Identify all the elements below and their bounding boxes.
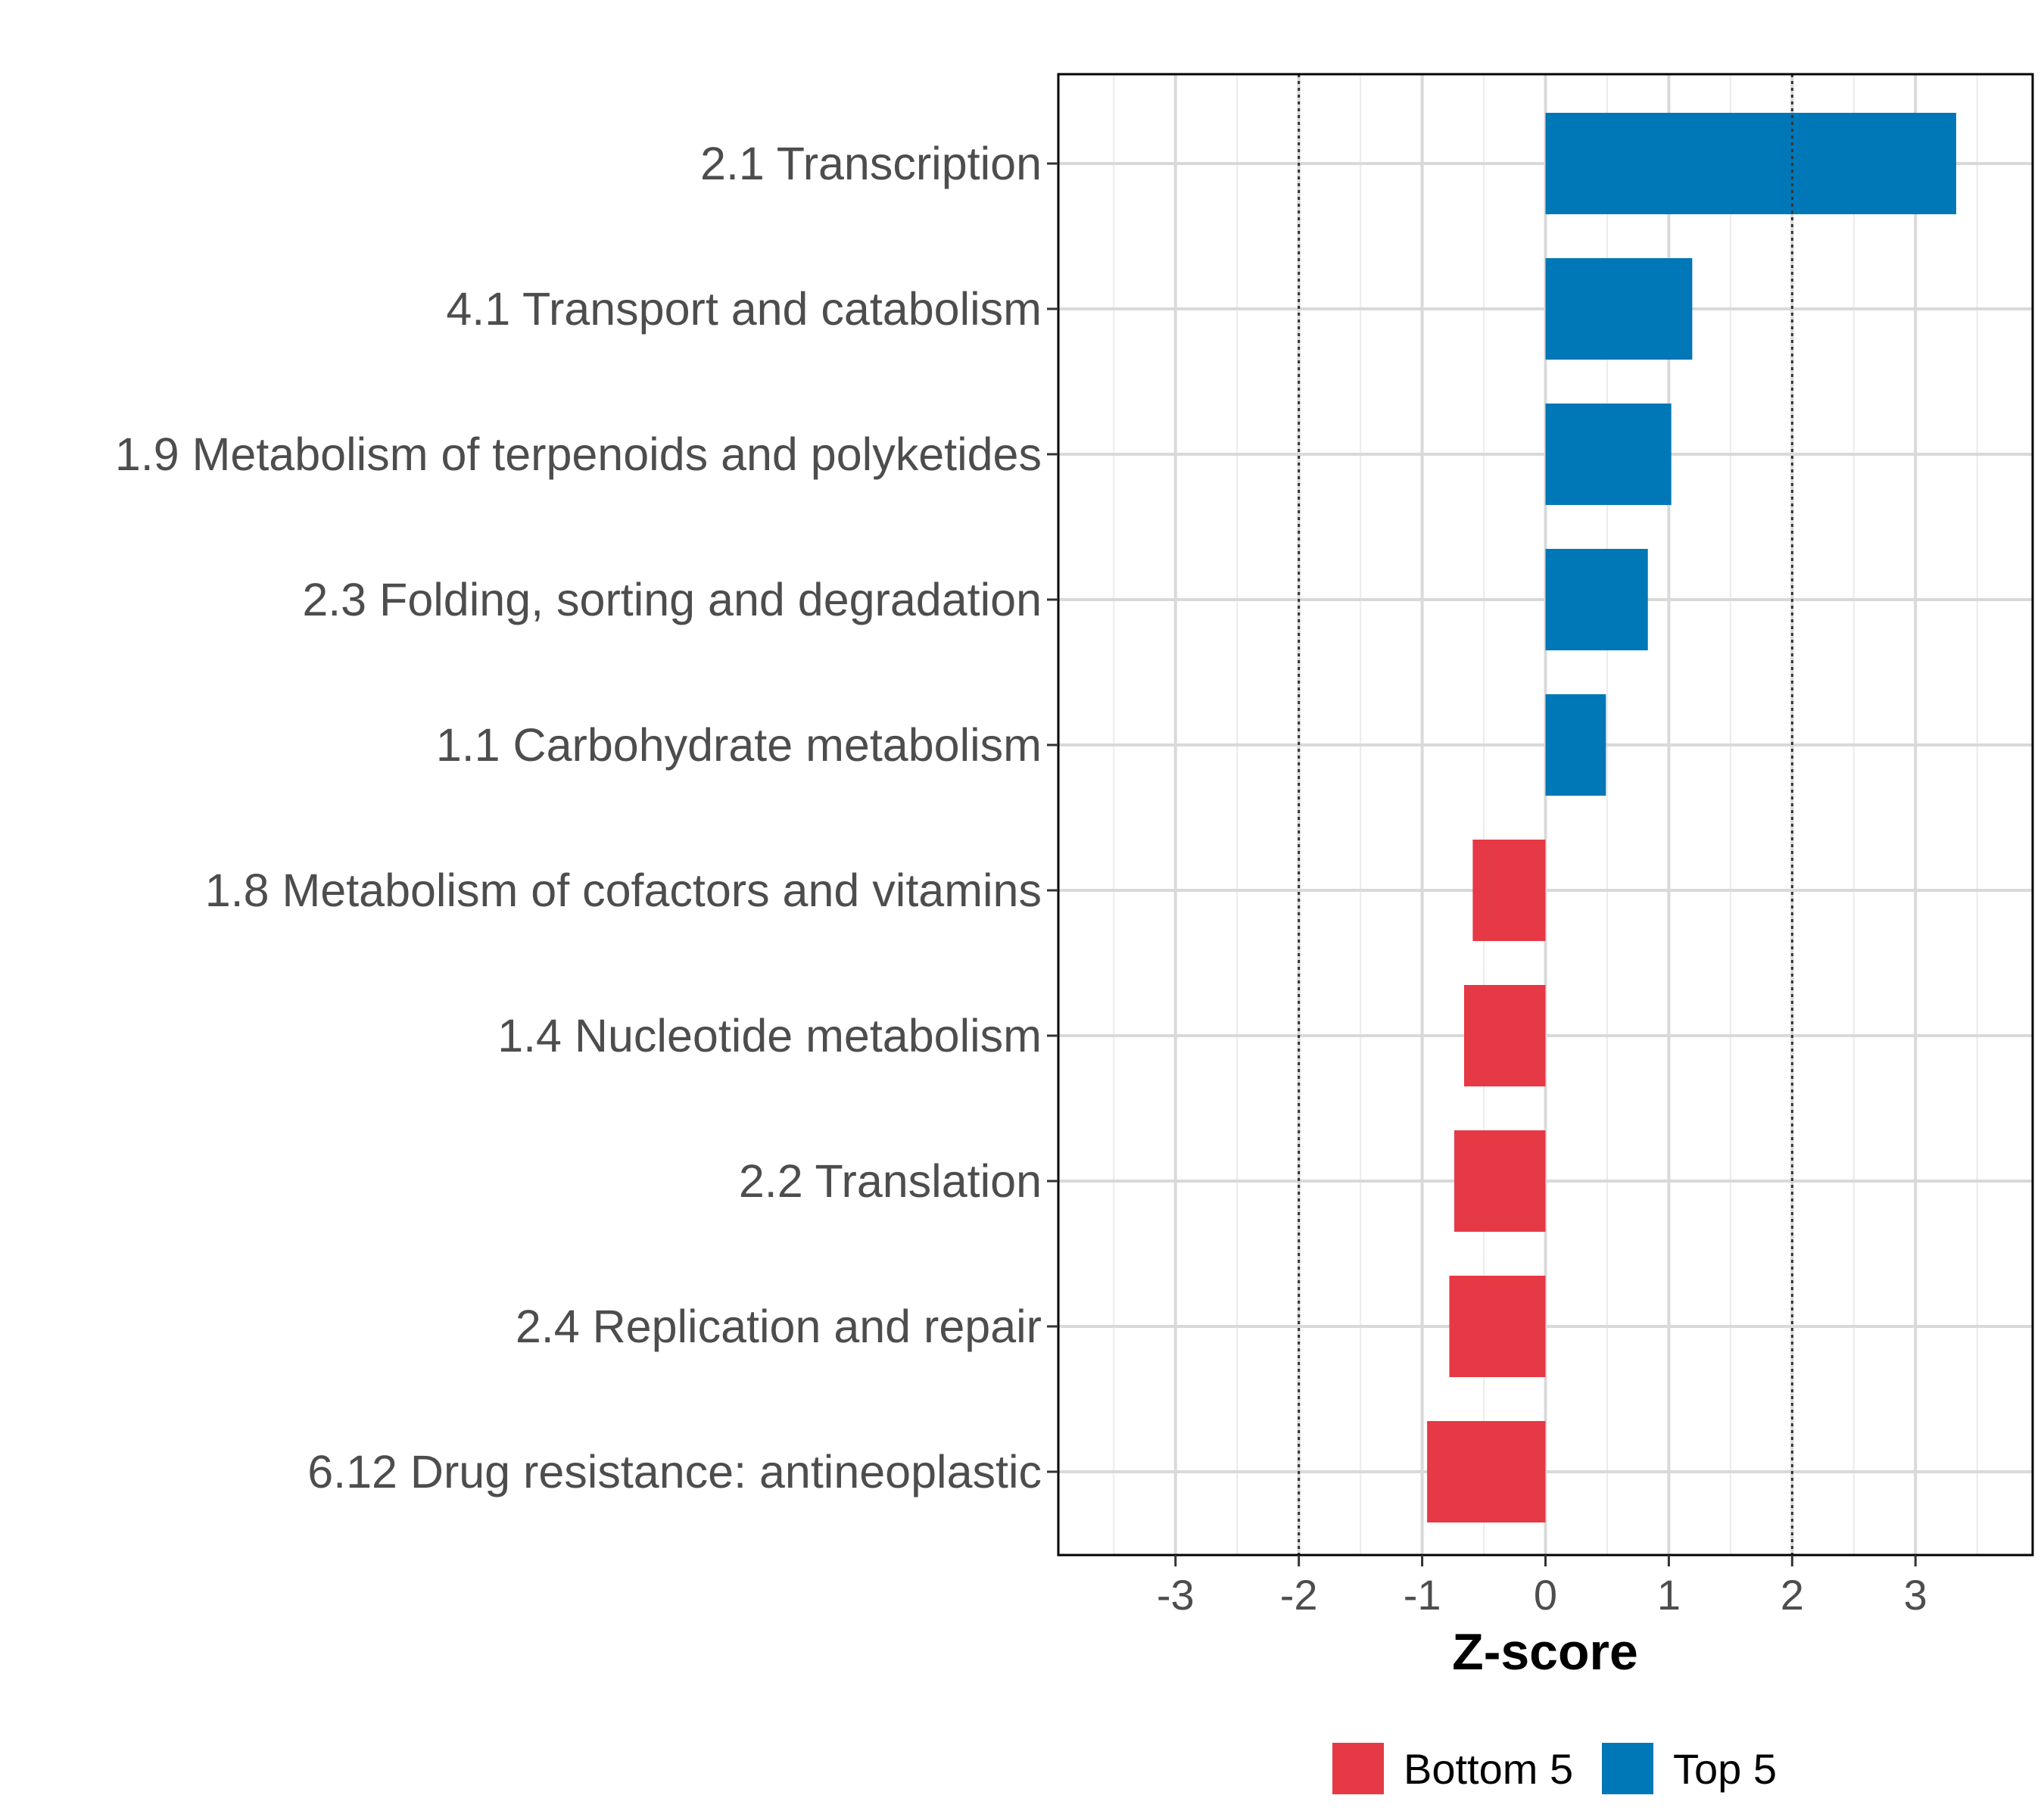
bars	[1427, 113, 1956, 1522]
legend-label-2: Top 5	[1673, 1745, 1777, 1793]
y-tick-label: 1.1 Carbohydrate metabolism	[436, 719, 1042, 771]
y-axis: 2.1 Transcription 4.1 Transport and catab…	[115, 138, 1058, 1498]
bar-5	[1545, 694, 1606, 796]
x-tick-label: 0	[1534, 1571, 1557, 1619]
bar-1	[1545, 113, 1956, 214]
y-tick-label: 4.1 Transport and catabolism	[446, 283, 1042, 335]
bar-6	[1472, 840, 1546, 941]
y-tick-label: 6.12 Drug resistance: antineoplastic	[307, 1446, 1042, 1498]
reference-lines	[1298, 74, 1793, 1555]
legend: Bottom 5 Top 5	[1332, 1743, 1777, 1794]
x-axis: -3 -2 -1 0 1 2 3	[1157, 1555, 1927, 1619]
x-tick-label: 1	[1657, 1571, 1681, 1619]
y-tick-label: 1.8 Metabolism of cofactors and vitamins	[205, 865, 1042, 916]
x-axis-title: Z-score	[1452, 1623, 1638, 1681]
y-tick-label: 1.9 Metabolism of terpenoids and polyket…	[115, 429, 1042, 480]
bar-4	[1545, 549, 1648, 650]
x-tick-label: -1	[1404, 1571, 1441, 1619]
bar-10	[1427, 1421, 1546, 1522]
y-tick-label: 1.4 Nucleotide metabolism	[497, 1010, 1042, 1061]
bar-8	[1454, 1130, 1546, 1232]
y-tick-label: 2.3 Folding, sorting and degradation	[302, 574, 1042, 625]
y-tick-label: 2.1 Transcription	[700, 138, 1042, 189]
x-tick-label: 3	[1904, 1571, 1927, 1619]
legend-swatch-2	[1602, 1743, 1653, 1794]
bar-7	[1463, 985, 1546, 1086]
bar-3	[1545, 404, 1672, 505]
x-tick-label: -2	[1280, 1571, 1318, 1619]
x-tick-label: 2	[1781, 1571, 1804, 1619]
legend-label-1: Bottom 5	[1404, 1745, 1573, 1793]
y-tick-label: 2.4 Replication and repair	[516, 1301, 1042, 1352]
x-tick-label: -3	[1157, 1571, 1195, 1619]
bar-2	[1545, 258, 1693, 360]
bar-9	[1449, 1276, 1546, 1377]
legend-swatch-1	[1332, 1743, 1384, 1794]
y-tick-label: 2.2 Translation	[739, 1155, 1042, 1207]
